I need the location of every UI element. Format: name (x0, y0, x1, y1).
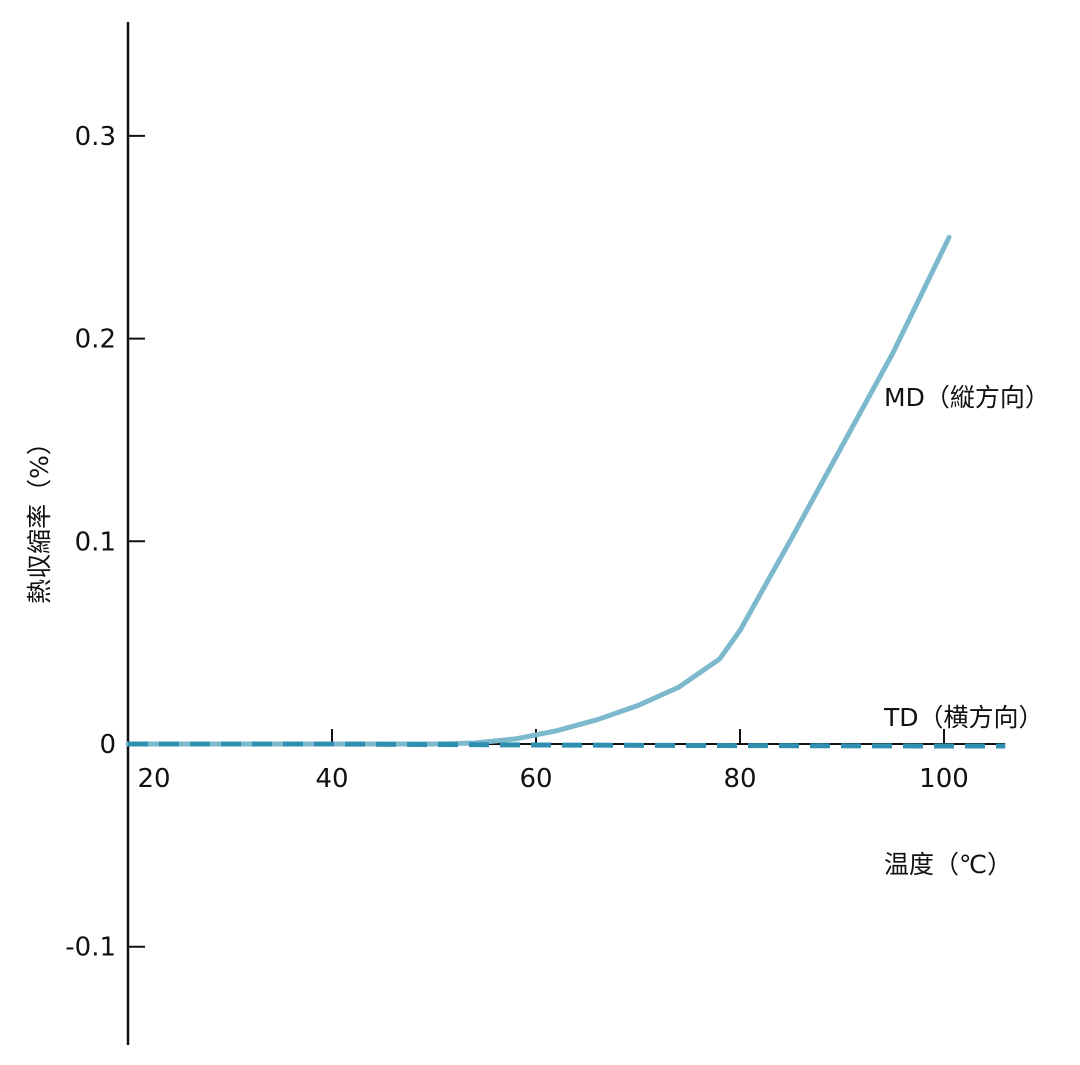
x-tick-label: 40 (315, 764, 348, 794)
x-tick-label: 100 (919, 764, 969, 794)
x-tick-label: 80 (723, 764, 756, 794)
y-tick-label: -0.1 (65, 933, 116, 963)
x-axis-title: 温度（℃） (884, 850, 1012, 879)
x-tick-label: 60 (519, 764, 552, 794)
y-tick-label: 0.2 (75, 325, 116, 355)
axes (126, 22, 1006, 1045)
y-axis-title: 熱収縮率（%） (25, 430, 54, 604)
series-line-md (125, 234, 952, 747)
y-tick-label: 0 (99, 730, 116, 760)
y-tick-label: 0.3 (75, 122, 116, 152)
y-tick-label: 0.1 (75, 527, 116, 557)
series-line-td (128, 741, 1006, 749)
series-label-td: TD（横方向） (883, 703, 1044, 732)
x-tick-label: 20 (137, 764, 170, 794)
series-lines (125, 234, 1006, 749)
labels: 0.3 0.2 0.1 0 -0.1 20 40 60 80 100 MD（縦方向） TD（横方向） 温… (25, 122, 1050, 963)
series-label-md: MD（縦方向） (884, 383, 1050, 412)
